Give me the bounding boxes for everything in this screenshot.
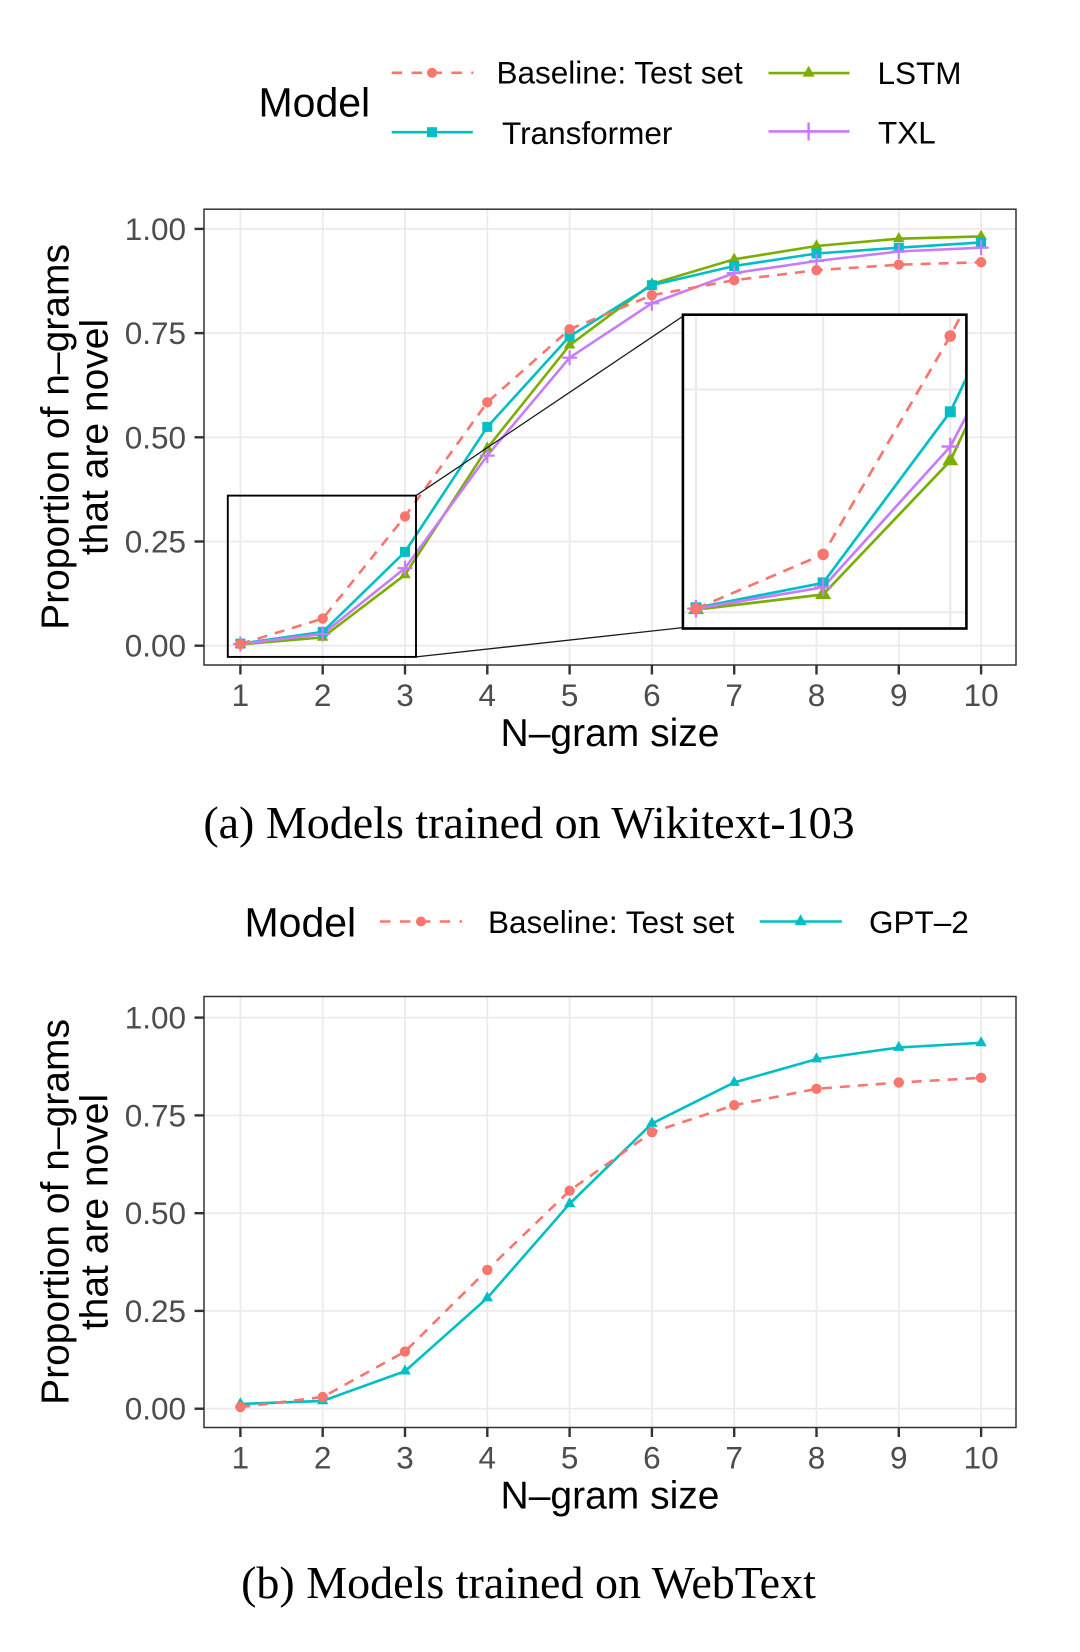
svg-text:0.00: 0.00 [125, 628, 186, 664]
svg-text:1.00: 1.00 [125, 211, 186, 247]
svg-text:(a) Models trained on Wikitext: (a) Models trained on Wikitext-103 [203, 797, 854, 848]
svg-text:5: 5 [561, 677, 579, 713]
svg-text:2: 2 [314, 677, 332, 713]
svg-text:7: 7 [725, 677, 743, 713]
svg-text:(b) Models trained on WebText: (b) Models trained on WebText [241, 1557, 816, 1608]
svg-text:0.25: 0.25 [125, 1293, 186, 1329]
svg-text:that are novel: that are novel [74, 319, 117, 555]
svg-text:4: 4 [479, 677, 497, 713]
svg-text:Baseline: Test set: Baseline: Test set [497, 55, 744, 91]
svg-text:3: 3 [396, 1440, 414, 1476]
svg-text:0.75: 0.75 [125, 315, 186, 351]
svg-text:Proportion of n–grams: Proportion of n–grams [34, 244, 77, 630]
svg-text:1: 1 [232, 1440, 250, 1476]
svg-text:0.75: 0.75 [125, 1097, 186, 1133]
svg-text:Model: Model [245, 900, 357, 946]
svg-text:1.00: 1.00 [125, 1000, 186, 1036]
svg-text:0.50: 0.50 [125, 1195, 186, 1231]
svg-text:6: 6 [643, 1440, 661, 1476]
svg-text:9: 9 [890, 677, 908, 713]
svg-text:9: 9 [890, 1440, 908, 1476]
svg-text:that are novel: that are novel [74, 1094, 117, 1330]
svg-text:1: 1 [232, 677, 250, 713]
svg-text:TXL: TXL [878, 115, 936, 151]
svg-text:2: 2 [314, 1440, 332, 1476]
svg-text:Baseline: Test set: Baseline: Test set [488, 904, 735, 940]
svg-text:0.00: 0.00 [125, 1391, 186, 1427]
svg-text:0.50: 0.50 [125, 419, 186, 455]
svg-text:7: 7 [725, 1440, 743, 1476]
svg-text:8: 8 [808, 677, 826, 713]
svg-text:GPT–2: GPT–2 [869, 904, 969, 940]
svg-text:6: 6 [643, 677, 661, 713]
svg-text:Model: Model [259, 80, 371, 126]
svg-text:0.25: 0.25 [125, 524, 186, 560]
svg-text:Transformer: Transformer [502, 115, 672, 151]
svg-text:8: 8 [808, 1440, 826, 1476]
svg-text:10: 10 [964, 1440, 999, 1476]
svg-text:N–gram size: N–gram size [501, 712, 720, 755]
svg-text:10: 10 [964, 677, 999, 713]
svg-text:4: 4 [479, 1440, 497, 1476]
svg-text:N–gram size: N–gram size [501, 1474, 720, 1517]
svg-text:Proportion of n–grams: Proportion of n–grams [34, 1019, 77, 1405]
svg-text:LSTM: LSTM [878, 55, 962, 91]
svg-text:5: 5 [561, 1440, 579, 1476]
svg-text:3: 3 [396, 677, 414, 713]
